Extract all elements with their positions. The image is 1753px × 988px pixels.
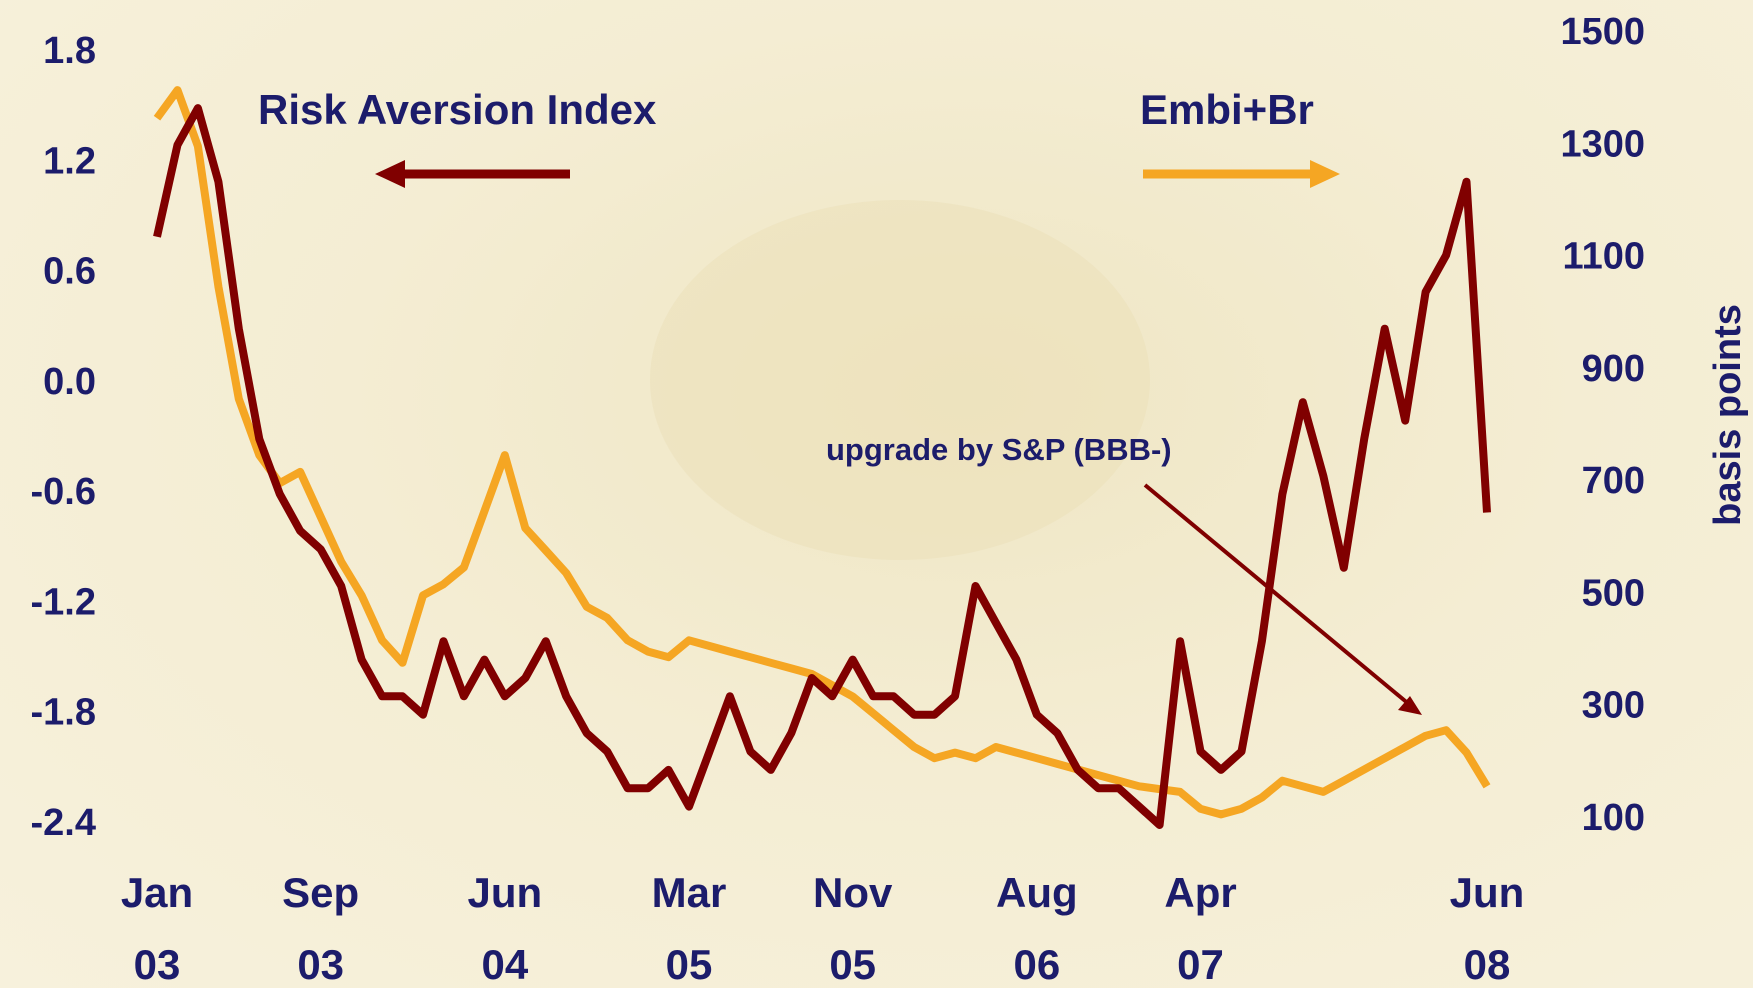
event-annotation: upgrade by S&P (BBB-)	[826, 432, 1172, 467]
y-tick-label: 1.8	[43, 30, 96, 72]
y-tick-label: 0.0	[43, 361, 96, 403]
y-tick-label: -1.8	[31, 692, 96, 734]
y2-tick-label: 700	[1582, 460, 1645, 502]
right-series-annotation: Embi+Br	[1140, 86, 1314, 133]
x-tick-label: Mar 05	[644, 857, 734, 988]
y2-tick-label: 500	[1582, 572, 1645, 614]
x-tick-label: Nov 05	[808, 857, 898, 988]
chart: Risk Aversion Index Embi+Br upgrade by S…	[0, 0, 1753, 988]
x-tick-label: Apr 07	[1156, 857, 1246, 988]
left-series-annotation: Risk Aversion Index	[258, 86, 657, 133]
background-seal	[650, 200, 1150, 560]
x-tick-label: Jun 04	[460, 857, 550, 988]
y-tick-label: 0.6	[43, 251, 96, 293]
x-tick-label: Sep 03	[276, 857, 366, 988]
y2-axis-label: basis points	[1707, 304, 1749, 526]
arrow-head	[1310, 160, 1340, 188]
y2-tick-label: 1100	[1563, 236, 1645, 278]
y2-tick-label: 300	[1582, 685, 1645, 727]
x-tick-label: Aug 06	[992, 857, 1082, 988]
y-tick-label: 1.2	[43, 140, 96, 182]
y2-tick-label: 900	[1582, 348, 1645, 390]
y2-tick-label: 1500	[1560, 11, 1645, 53]
y-tick-label: -2.4	[31, 802, 96, 844]
page: Risk Aversion Index Embi+Br upgrade by S…	[0, 0, 1753, 988]
y-tick-label: -0.6	[31, 471, 96, 513]
y2-tick-label: 1300	[1560, 123, 1645, 165]
x-tick-label: Jan 03	[112, 857, 202, 988]
arrow-head	[375, 160, 405, 188]
y-tick-label: -1.2	[31, 581, 96, 623]
x-tick-label: Jun 08	[1442, 857, 1532, 988]
y2-tick-label: 100	[1582, 797, 1645, 839]
